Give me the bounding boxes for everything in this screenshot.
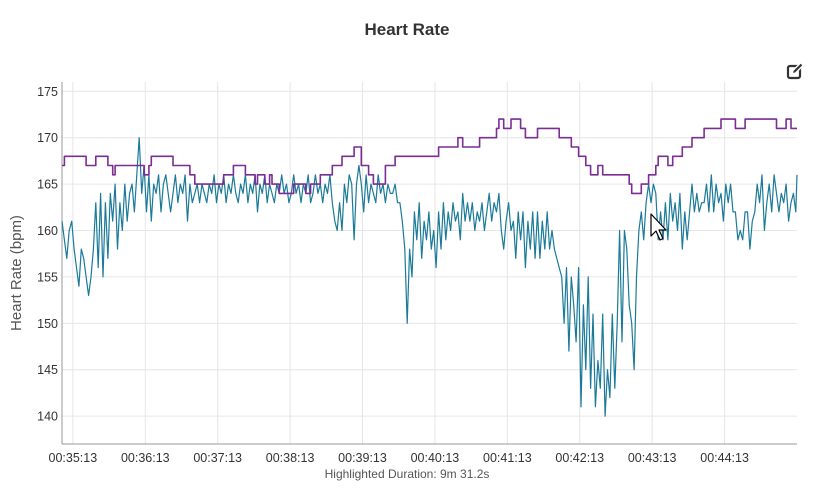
edit-export-icon (786, 63, 803, 80)
y-tick-label: 155 (37, 270, 58, 284)
axes (61, 82, 797, 445)
y-tick-label: 140 (37, 410, 58, 424)
x-tick-label: 00:37:13 (193, 451, 242, 465)
x-tick-label: 00:39:13 (338, 451, 387, 465)
series-group (61, 118, 798, 417)
x-tick-label: 00:38:13 (266, 451, 315, 465)
export-chart-button[interactable] (786, 62, 804, 80)
chart-title: Heart Rate (364, 20, 450, 39)
y-tick-label: 145 (37, 363, 58, 377)
y-tick-label: 160 (37, 224, 58, 238)
x-tick-label: 00:40:13 (411, 451, 460, 465)
y-tick-label: 170 (37, 131, 58, 145)
x-tick-label: 00:41:13 (483, 451, 532, 465)
mouse-cursor-icon (650, 213, 667, 241)
y-tick-label: 150 (37, 317, 58, 331)
heart-rate-secondary-series-line (62, 118, 797, 195)
x-tick-label: 00:36:13 (121, 451, 170, 465)
x-tick-label: 00:43:13 (628, 451, 677, 465)
x-tick-label: 00:35:13 (49, 451, 98, 465)
y-tick-label: 165 (37, 178, 58, 192)
y-axis-title: Heart Rate (bpm) (8, 215, 25, 331)
x-tick-label: 00:42:13 (555, 451, 604, 465)
tick-labels: 140 145 150 155 160 165 170 175 00:35:13 00:36:13… (37, 85, 749, 465)
heart-rate-series-line (61, 137, 798, 417)
y-tick-label: 175 (37, 85, 58, 99)
grid-lines (62, 82, 797, 444)
x-tick-label: 00:44:13 (700, 451, 749, 465)
highlighted-duration: Highlighted Duration: 9m 31.2s (324, 467, 490, 481)
